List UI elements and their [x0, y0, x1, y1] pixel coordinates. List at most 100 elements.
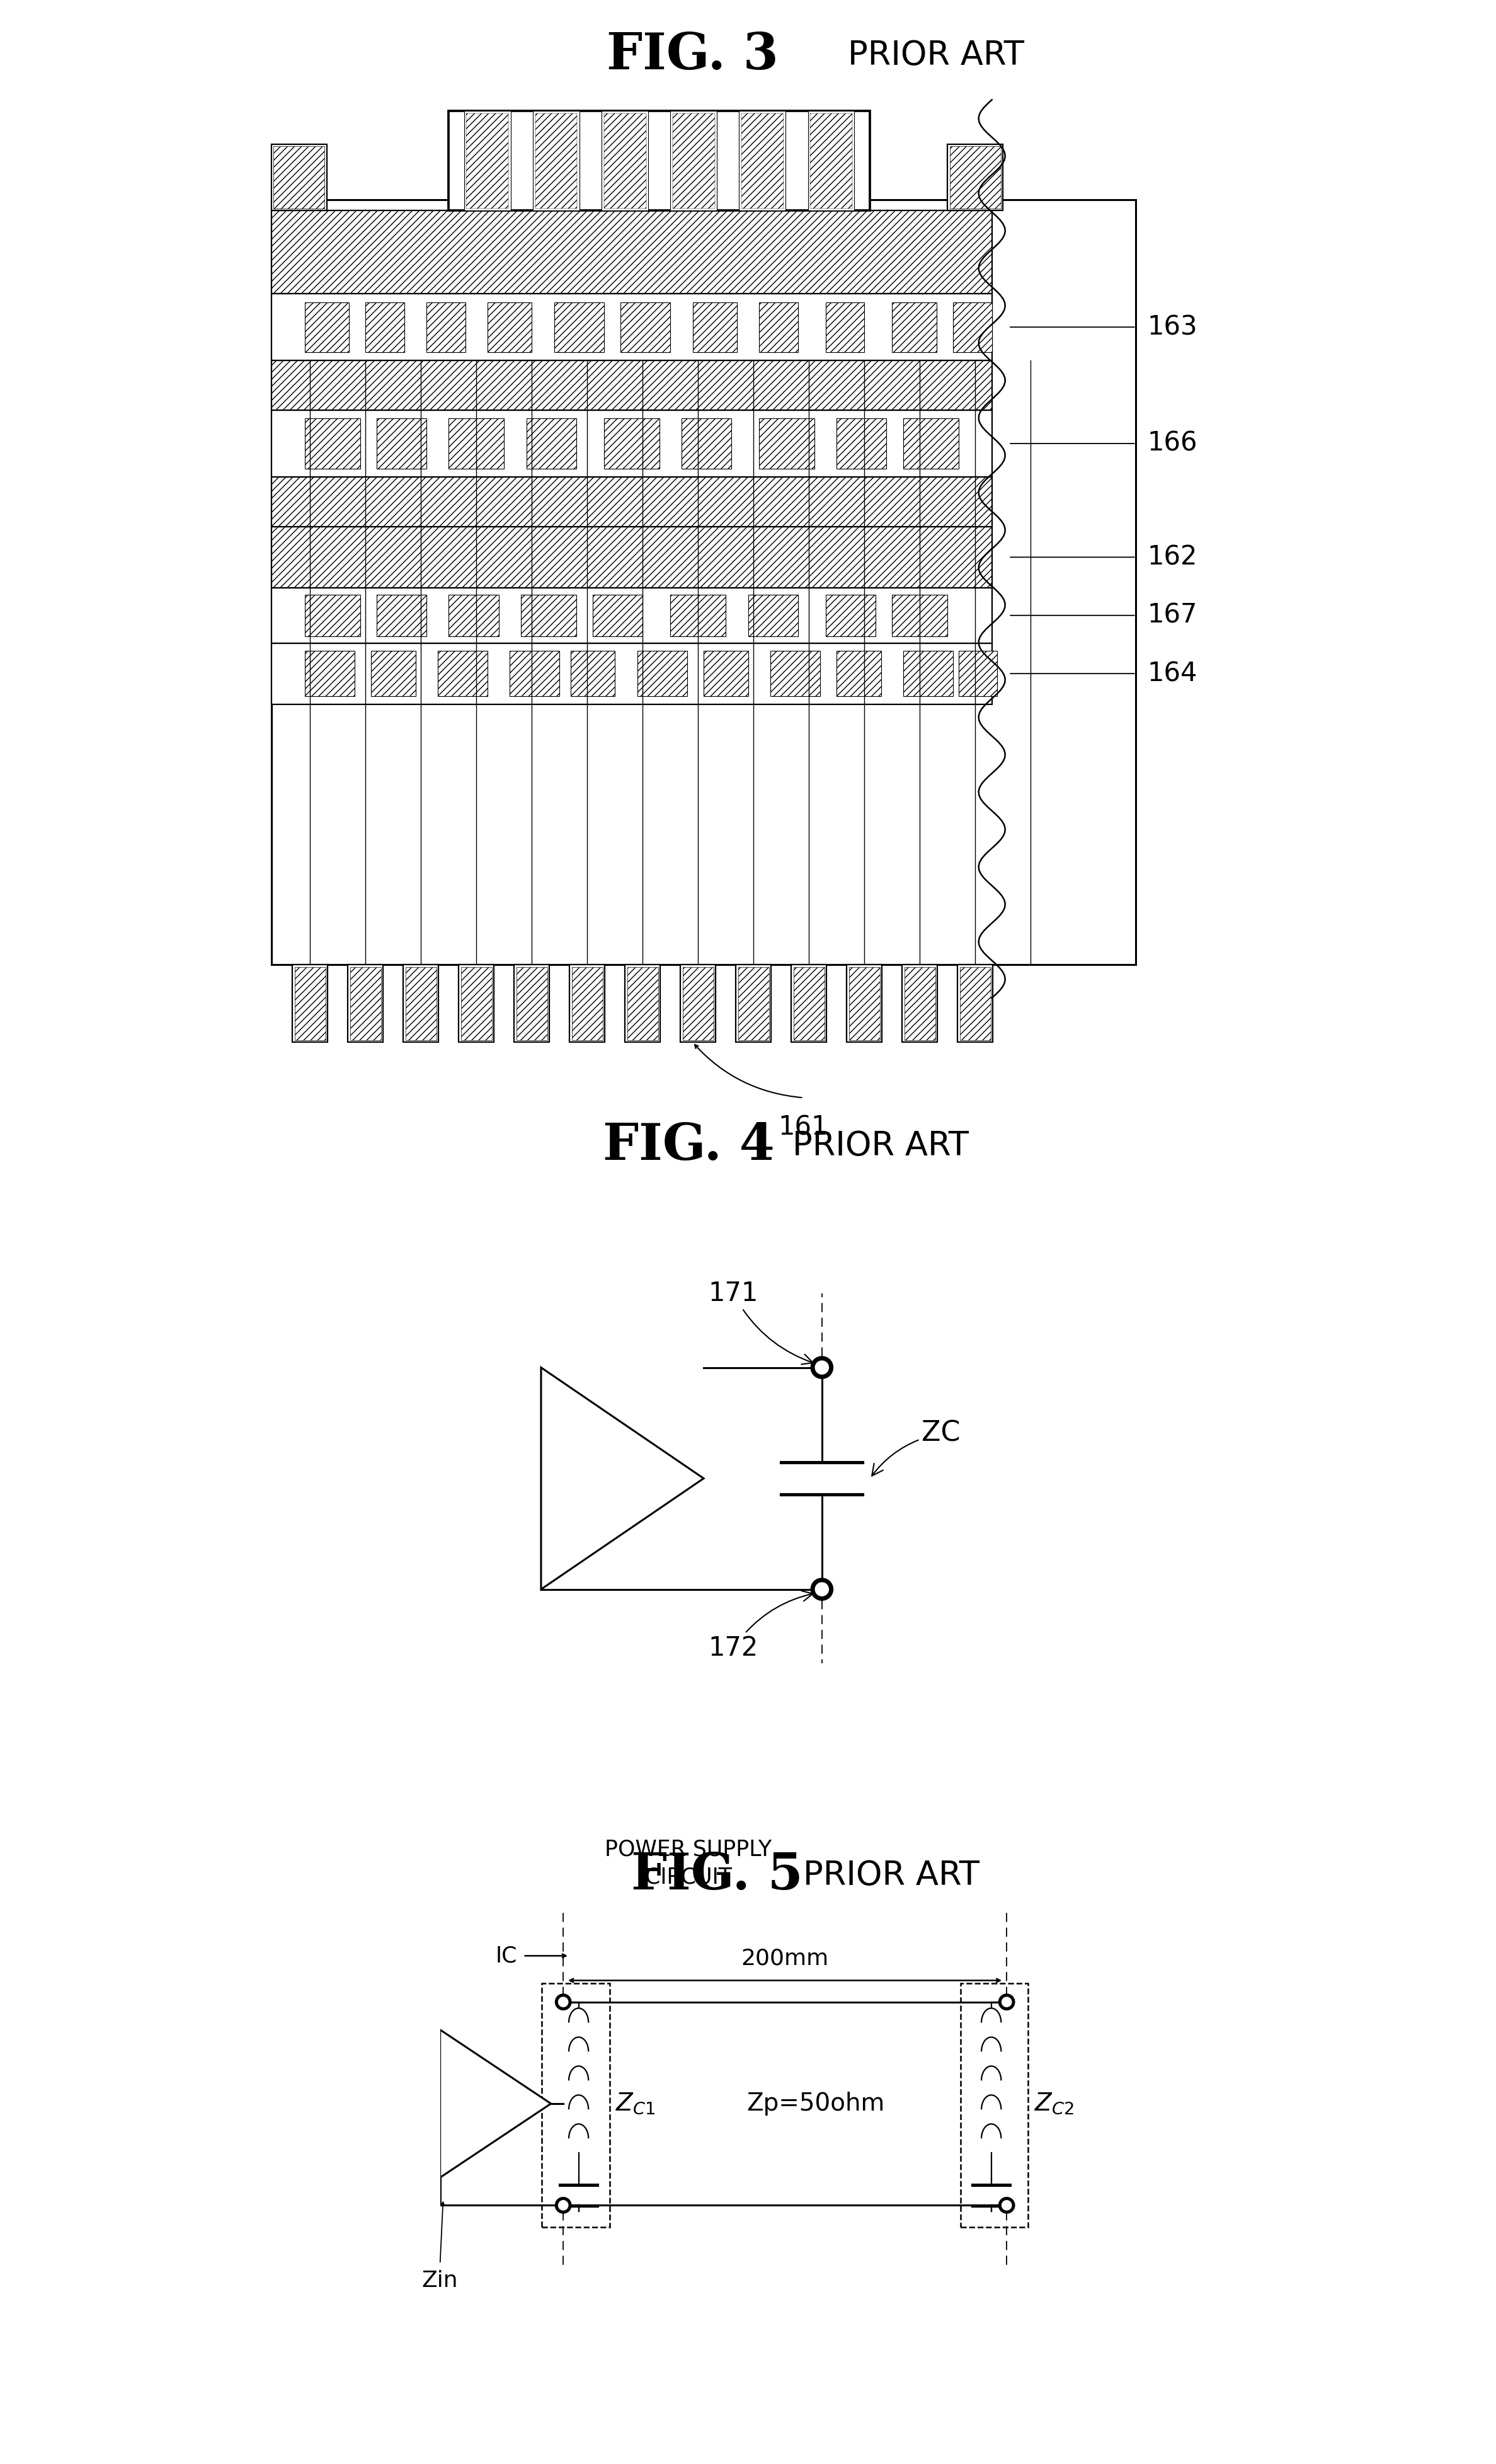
- Bar: [305, 303, 349, 352]
- Bar: [601, 111, 648, 209]
- Bar: [592, 594, 643, 636]
- Bar: [670, 111, 717, 209]
- Bar: [950, 145, 1001, 209]
- Bar: [627, 966, 658, 1040]
- Bar: [271, 200, 1135, 963]
- Bar: [960, 1984, 1028, 2227]
- Circle shape: [815, 1360, 829, 1375]
- Bar: [570, 963, 604, 1042]
- Bar: [461, 966, 492, 1040]
- Bar: [271, 476, 992, 527]
- Circle shape: [1002, 2200, 1011, 2210]
- Circle shape: [555, 1993, 571, 2011]
- Text: Zp=50ohm: Zp=50ohm: [747, 2092, 884, 2117]
- Bar: [957, 963, 993, 1042]
- Bar: [703, 650, 748, 697]
- Circle shape: [558, 1998, 568, 2006]
- Text: Zin: Zin: [422, 2269, 458, 2292]
- Bar: [682, 966, 714, 1040]
- Bar: [826, 303, 865, 352]
- Bar: [404, 963, 438, 1042]
- Bar: [748, 594, 797, 636]
- Bar: [271, 527, 992, 586]
- Bar: [959, 650, 998, 697]
- Bar: [808, 111, 854, 209]
- Text: FIG. 4: FIG. 4: [603, 1121, 775, 1170]
- Text: POWER SUPPLY
CIRCUIT: POWER SUPPLY CIRCUIT: [604, 1838, 772, 1887]
- Text: PRIOR ART: PRIOR ART: [793, 1129, 969, 1163]
- Bar: [848, 966, 880, 1040]
- Bar: [516, 966, 548, 1040]
- Bar: [571, 966, 603, 1040]
- Bar: [770, 650, 820, 697]
- Bar: [488, 303, 531, 352]
- Text: 172: 172: [708, 1592, 812, 1661]
- Bar: [809, 113, 853, 209]
- Bar: [510, 650, 560, 697]
- Text: IC: IC: [495, 1944, 518, 1966]
- Bar: [542, 1984, 609, 2227]
- Bar: [826, 594, 875, 636]
- Text: 167: 167: [1147, 601, 1197, 628]
- Bar: [625, 963, 660, 1042]
- Bar: [960, 966, 990, 1040]
- Bar: [673, 113, 715, 209]
- Bar: [274, 145, 325, 209]
- Bar: [365, 303, 404, 352]
- Bar: [621, 303, 670, 352]
- Bar: [295, 966, 326, 1040]
- Bar: [904, 650, 953, 697]
- Text: $Z_{C1}$: $Z_{C1}$: [615, 2092, 655, 2117]
- Bar: [271, 586, 992, 643]
- Text: PRIOR ART: PRIOR ART: [803, 1860, 980, 1892]
- Bar: [515, 963, 549, 1042]
- Bar: [736, 963, 772, 1042]
- Bar: [350, 966, 381, 1040]
- Circle shape: [1002, 1998, 1011, 2006]
- Bar: [904, 419, 959, 468]
- Bar: [305, 594, 361, 636]
- Bar: [637, 650, 687, 697]
- Text: FIG. 3: FIG. 3: [607, 32, 778, 79]
- Text: $Z_{C2}$: $Z_{C2}$: [1034, 2092, 1074, 2117]
- Bar: [305, 419, 361, 468]
- Polygon shape: [542, 1368, 703, 1589]
- Bar: [459, 963, 494, 1042]
- Text: FIG. 5: FIG. 5: [631, 1850, 803, 1900]
- Bar: [892, 303, 936, 352]
- Bar: [271, 360, 992, 409]
- Bar: [693, 303, 738, 352]
- Bar: [904, 966, 935, 1040]
- Bar: [681, 963, 717, 1042]
- Bar: [377, 594, 426, 636]
- Bar: [271, 643, 992, 705]
- Text: IC: IC: [476, 2089, 503, 2117]
- Bar: [271, 293, 992, 360]
- Circle shape: [999, 2198, 1014, 2213]
- Bar: [377, 419, 426, 468]
- Bar: [271, 409, 992, 476]
- Bar: [271, 209, 992, 293]
- Bar: [292, 963, 328, 1042]
- Bar: [449, 594, 498, 636]
- Bar: [742, 113, 784, 209]
- Bar: [758, 419, 814, 468]
- Text: 166: 166: [1147, 431, 1197, 456]
- Circle shape: [999, 1993, 1014, 2011]
- Bar: [738, 966, 769, 1040]
- Circle shape: [815, 1582, 829, 1597]
- Bar: [521, 594, 576, 636]
- Text: IC: IC: [577, 1464, 609, 1493]
- Text: PRIOR ART: PRIOR ART: [848, 39, 1025, 71]
- Circle shape: [811, 1355, 833, 1377]
- Circle shape: [811, 1577, 833, 1602]
- Bar: [847, 963, 883, 1042]
- Circle shape: [558, 2200, 568, 2210]
- Bar: [947, 143, 1002, 209]
- Text: 200mm: 200mm: [741, 1949, 829, 1969]
- Bar: [426, 303, 465, 352]
- Bar: [793, 966, 824, 1040]
- Bar: [271, 143, 326, 209]
- Bar: [536, 113, 577, 209]
- Bar: [347, 963, 383, 1042]
